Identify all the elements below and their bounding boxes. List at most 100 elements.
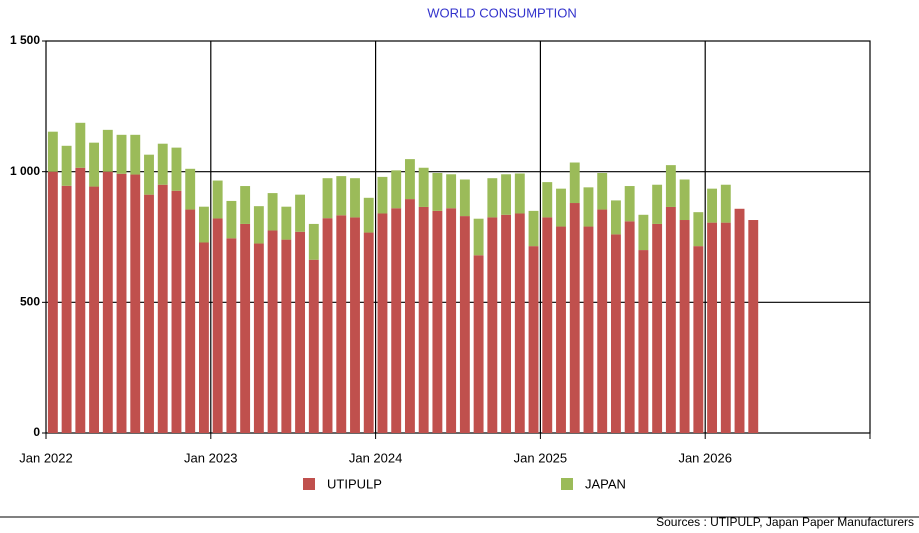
bar-segment: [267, 193, 278, 231]
bar-segment: [171, 190, 182, 433]
bar-segment: [336, 215, 347, 433]
bar-segment: [185, 168, 196, 210]
bar-segment: [693, 246, 704, 433]
bar-segment: [624, 186, 635, 222]
bar-segment: [89, 142, 100, 187]
x-tick-label: Jan 2022: [19, 450, 73, 465]
bar-segment: [322, 218, 333, 433]
bar-segment: [501, 214, 512, 433]
bar-segment: [665, 165, 676, 207]
bar-segment: [432, 210, 443, 433]
bar-segment: [748, 220, 759, 433]
bar-segment: [734, 208, 745, 433]
bar-segment: [638, 214, 649, 251]
bar-segment: [363, 232, 374, 433]
bar-segment: [583, 187, 594, 227]
bar-segment: [473, 255, 484, 433]
bar-segment: [514, 173, 525, 214]
y-tick-label: 1 000: [10, 164, 40, 178]
x-tick-label: Jan 2024: [349, 450, 403, 465]
bar-segment: [693, 212, 704, 247]
bar-segment: [514, 213, 525, 433]
bar-segment: [47, 131, 58, 172]
bar-segment: [446, 174, 457, 209]
bar-segment: [116, 134, 127, 174]
bar-segment: [391, 208, 402, 433]
bar-segment: [404, 159, 415, 200]
bar-segment: [624, 221, 635, 433]
x-tick-label: Jan 2026: [678, 450, 732, 465]
bar-segment: [144, 194, 154, 433]
bar-segment: [720, 222, 731, 433]
bar-segment: [542, 217, 553, 433]
bar-segment: [308, 223, 319, 260]
x-tick-label: Jan 2025: [514, 450, 568, 465]
bar-segment: [240, 186, 251, 224]
bar-segment: [157, 143, 168, 185]
bar-segment: [185, 209, 196, 433]
bar-segment: [610, 200, 621, 235]
bar-segment: [89, 186, 100, 433]
bar-segment: [240, 223, 251, 433]
bar-segment: [253, 243, 264, 433]
bar-segment: [583, 226, 594, 433]
y-tick-label: 500: [20, 295, 40, 309]
bar-segment: [102, 129, 113, 172]
bar-segment: [610, 234, 621, 433]
bar-segment: [638, 250, 649, 433]
legend-swatch: [303, 478, 315, 490]
bar-segment: [226, 238, 237, 433]
legend-label: UTIPULP: [327, 476, 382, 491]
bar-segment: [198, 242, 209, 433]
y-tick-label: 0: [33, 425, 40, 439]
bar-segment: [281, 239, 292, 433]
bar-segment: [295, 194, 306, 232]
bar-segment: [144, 154, 154, 195]
chart-title: WORLD CONSUMPTION: [427, 5, 577, 20]
bar-segment: [487, 178, 498, 218]
bar-segment: [102, 171, 113, 433]
bar-segment: [720, 184, 731, 223]
bar-segment: [569, 203, 580, 433]
bar-segment: [446, 208, 457, 433]
bar-segment: [61, 145, 72, 186]
bar-segment: [459, 216, 470, 433]
bar-segment: [295, 231, 306, 433]
bar-segment: [157, 184, 168, 433]
bar-segment: [308, 259, 319, 433]
bar-segment: [253, 206, 264, 244]
bar-segment: [652, 184, 663, 224]
bar-segment: [116, 173, 127, 434]
bar-segment: [130, 134, 141, 175]
bar-segment: [130, 174, 141, 434]
bar-segment: [665, 206, 676, 433]
bar-segment: [501, 174, 512, 215]
bar-segment: [418, 167, 429, 207]
plot-frame: [45, 40, 871, 434]
bar-segment: [336, 176, 347, 216]
bar-segment: [377, 213, 388, 433]
bar-segment: [391, 170, 402, 209]
bar-segment: [61, 185, 72, 433]
legend-swatch: [561, 478, 573, 490]
bar-segment: [212, 218, 223, 433]
bar-segment: [281, 206, 292, 240]
bar-segment: [322, 178, 333, 219]
source-note: Sources : UTIPULP, Japan Paper Manufactu…: [656, 515, 914, 529]
bar-segment: [212, 180, 223, 219]
bar-segment: [404, 199, 415, 433]
bar-segment: [473, 218, 484, 256]
bar-segment: [528, 210, 539, 247]
bar-segment: [597, 172, 608, 210]
bar-segment: [350, 178, 360, 218]
bar-segment: [679, 220, 690, 433]
bar-segment: [198, 206, 209, 243]
bar-segment: [47, 171, 58, 433]
bar-segment: [432, 172, 443, 211]
bar-segment: [75, 122, 86, 168]
bar-segment: [487, 217, 498, 433]
bar-segment: [267, 230, 278, 433]
bar-segment: [226, 200, 237, 239]
bar-segment: [707, 188, 718, 223]
